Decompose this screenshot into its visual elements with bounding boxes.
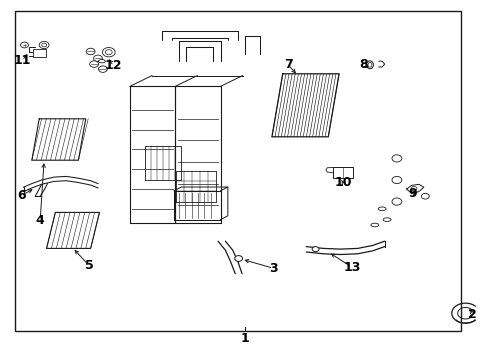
Ellipse shape <box>367 61 373 69</box>
Text: 2: 2 <box>468 309 477 321</box>
Text: 12: 12 <box>105 59 122 72</box>
Circle shape <box>39 41 49 49</box>
Text: 4: 4 <box>36 214 45 227</box>
Text: 7: 7 <box>284 58 293 71</box>
Ellipse shape <box>378 207 386 211</box>
Text: 8: 8 <box>359 58 368 71</box>
Text: 10: 10 <box>334 176 352 189</box>
Circle shape <box>21 42 28 48</box>
Ellipse shape <box>371 223 379 227</box>
Circle shape <box>235 256 243 261</box>
Circle shape <box>86 48 95 55</box>
Circle shape <box>98 66 107 72</box>
Bar <box>33 49 46 57</box>
Circle shape <box>392 155 402 162</box>
Text: 13: 13 <box>343 261 361 274</box>
Text: 6: 6 <box>18 189 26 202</box>
Circle shape <box>90 61 98 67</box>
Ellipse shape <box>383 218 391 221</box>
Circle shape <box>392 176 402 184</box>
Text: 5: 5 <box>85 259 94 272</box>
Circle shape <box>392 198 402 205</box>
Bar <box>15 11 461 331</box>
Circle shape <box>94 55 102 62</box>
Circle shape <box>312 247 319 252</box>
Text: 1: 1 <box>241 332 249 345</box>
Text: 3: 3 <box>269 262 278 275</box>
Ellipse shape <box>98 59 105 63</box>
Circle shape <box>421 193 429 199</box>
Circle shape <box>102 48 115 57</box>
Text: 11: 11 <box>13 54 31 67</box>
Bar <box>333 167 353 178</box>
Text: 9: 9 <box>408 187 417 200</box>
